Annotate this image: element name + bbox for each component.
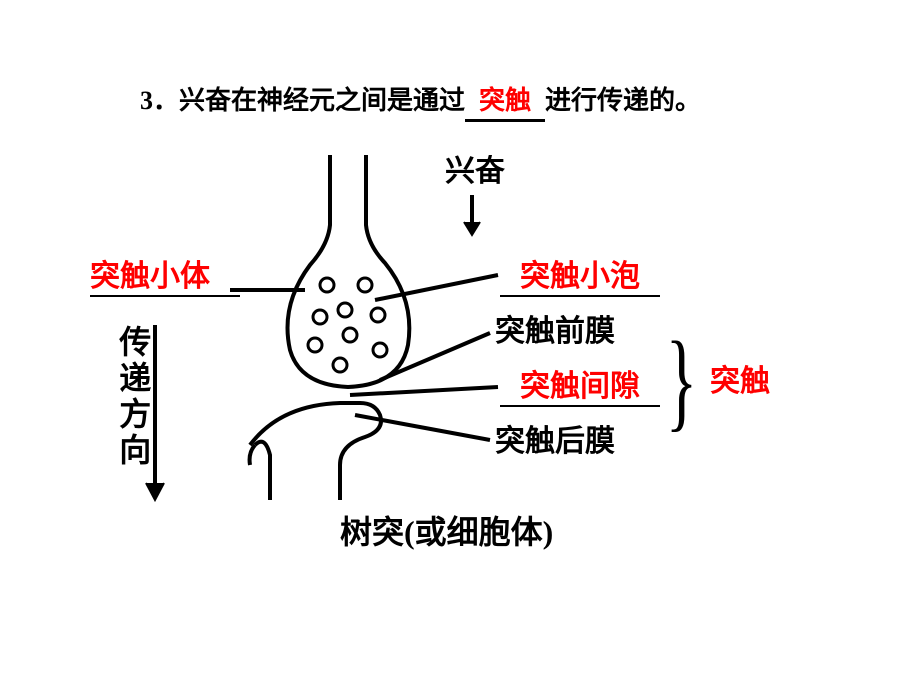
title-suffix: 进行传递的。 — [545, 86, 701, 115]
title-prefix: 3．兴奋在神经元之间是通过 — [140, 86, 465, 115]
diagram-svg — [80, 155, 840, 635]
title-line: 3．兴奋在神经元之间是通过突触进行传递的。 — [140, 80, 701, 122]
synapse-diagram: 兴奋 突触小体 传递方向 突触小泡 突触前膜 突触间隙 突触后膜 } 突触 树突… — [80, 155, 840, 635]
title-blank: 突触 — [465, 80, 545, 122]
